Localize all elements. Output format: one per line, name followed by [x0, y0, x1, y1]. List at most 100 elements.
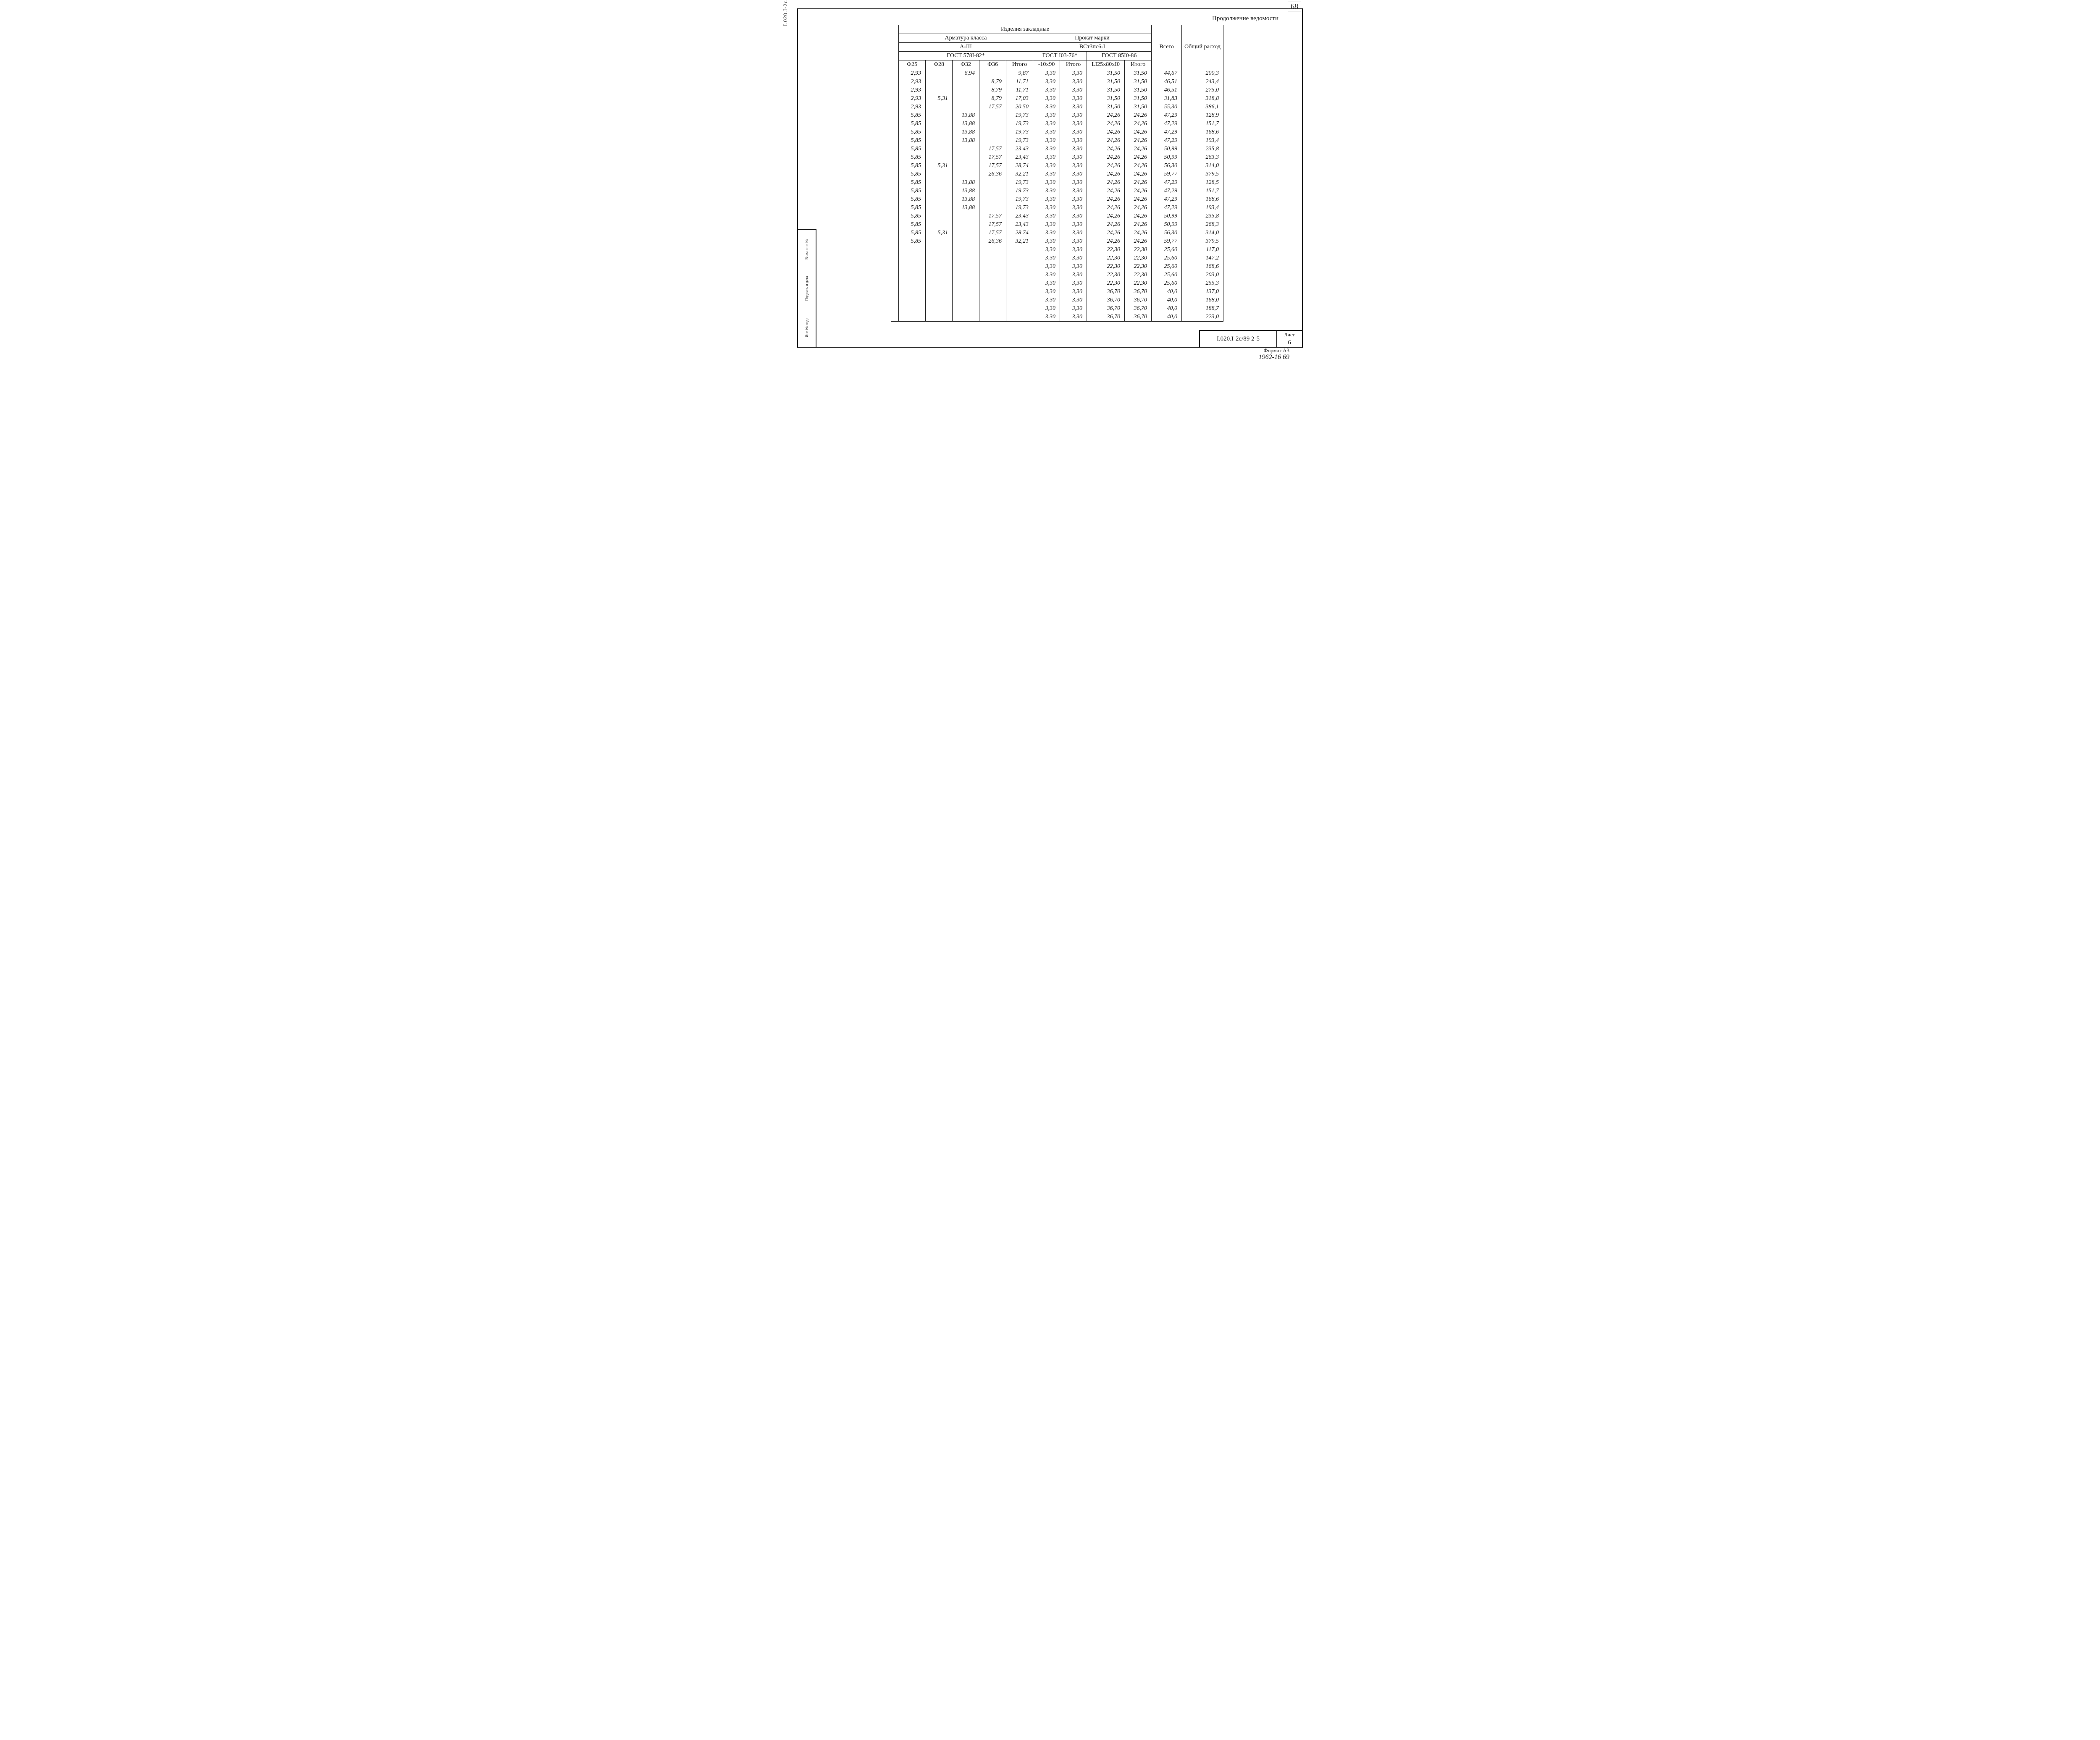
- cell-m10: 3,30: [1033, 86, 1060, 94]
- cell-d25: 5,85: [899, 212, 926, 220]
- cell-it2: 3,30: [1060, 178, 1087, 187]
- lead-cell: [891, 246, 899, 254]
- cell-vs: 47,29: [1152, 120, 1182, 128]
- cell-l125: 22,30: [1087, 279, 1125, 288]
- cell-d32: [953, 254, 979, 262]
- cell-d25: 5,85: [899, 128, 926, 136]
- footer-format: Формат А3: [1259, 348, 1289, 354]
- table-row: 5,8513,8819,733,303,3024,2624,2647,29168…: [891, 128, 1223, 136]
- cell-d32: [953, 162, 979, 170]
- cell-m10: 3,30: [1033, 220, 1060, 229]
- cell-ras: 263,3: [1182, 153, 1223, 162]
- col-vsego: Всего: [1152, 25, 1182, 69]
- cell-m10: 3,30: [1033, 212, 1060, 220]
- cell-d32: [953, 103, 979, 111]
- cell-d28: [926, 296, 953, 304]
- cell-d32: 13,88: [953, 178, 979, 187]
- cell-it3: 24,26: [1125, 212, 1152, 220]
- lead-cell: [891, 304, 899, 313]
- cell-d36: [979, 111, 1006, 120]
- cell-m10: 3,30: [1033, 313, 1060, 322]
- cell-it3: 22,30: [1125, 246, 1152, 254]
- lead-cell: [891, 178, 899, 187]
- cell-it2: 3,30: [1060, 120, 1087, 128]
- cell-m10: 3,30: [1033, 128, 1060, 136]
- cell-l125: 24,26: [1087, 170, 1125, 178]
- cell-it1: 19,73: [1006, 204, 1033, 212]
- cell-m10: 3,30: [1033, 246, 1060, 254]
- cell-it1: [1006, 296, 1033, 304]
- cell-d25: 5,85: [899, 195, 926, 204]
- col-d28: Ф28: [926, 60, 953, 69]
- cell-d32: 13,88: [953, 195, 979, 204]
- cell-m10: 3,30: [1033, 145, 1060, 153]
- scan-page: 68 I.020.I-2с/89 В. 2-5 Взам. инв №Подпи…: [790, 0, 1310, 352]
- cell-l125: 36,70: [1087, 313, 1125, 322]
- cell-d32: [953, 313, 979, 322]
- cell-l125: 24,26: [1087, 178, 1125, 187]
- cell-d36: [979, 304, 1006, 313]
- cell-ras: 168,6: [1182, 128, 1223, 136]
- cell-it2: 3,30: [1060, 162, 1087, 170]
- cell-l125: 24,26: [1087, 111, 1125, 120]
- table-row: 5,8513,8819,733,303,3024,2624,2647,29128…: [891, 111, 1223, 120]
- cell-m10: 3,30: [1033, 120, 1060, 128]
- cell-it2: 3,30: [1060, 128, 1087, 136]
- cell-d32: [953, 94, 979, 103]
- cell-l125: 22,30: [1087, 246, 1125, 254]
- cell-it2: 3,30: [1060, 271, 1087, 279]
- cell-m10: 3,30: [1033, 271, 1060, 279]
- cell-d28: [926, 86, 953, 94]
- cell-d25: 5,85: [899, 204, 926, 212]
- cell-d36: 17,57: [979, 220, 1006, 229]
- cell-d32: [953, 296, 979, 304]
- cell-vs: 25,60: [1152, 262, 1182, 271]
- table-head: Изделия закладные Всего Общий расход Арм…: [891, 25, 1223, 69]
- table-row: 3,303,3022,3022,3025,60203,0: [891, 271, 1223, 279]
- cell-l125: 31,50: [1087, 78, 1125, 86]
- cell-it2: 3,30: [1060, 254, 1087, 262]
- cell-it1: 23,43: [1006, 145, 1033, 153]
- cell-ras: 151,7: [1182, 187, 1223, 195]
- cell-m10: 3,30: [1033, 254, 1060, 262]
- cell-l125: 24,26: [1087, 145, 1125, 153]
- cell-d36: 17,57: [979, 153, 1006, 162]
- cell-d32: [953, 86, 979, 94]
- cell-d32: 13,88: [953, 204, 979, 212]
- cell-d28: 5,31: [926, 94, 953, 103]
- cell-d36: [979, 120, 1006, 128]
- cell-it3: 24,26: [1125, 120, 1152, 128]
- cell-it2: 3,30: [1060, 78, 1087, 86]
- cell-d28: [926, 254, 953, 262]
- cell-d28: 5,31: [926, 162, 953, 170]
- cell-it1: 11,71: [1006, 86, 1033, 94]
- prokat-group: Прокат марки: [1033, 34, 1152, 43]
- cell-vs: 59,77: [1152, 170, 1182, 178]
- cell-d32: [953, 271, 979, 279]
- cell-l125: 24,26: [1087, 153, 1125, 162]
- cell-d36: 17,57: [979, 229, 1006, 237]
- cell-d28: [926, 170, 953, 178]
- cell-d25: 2,93: [899, 103, 926, 111]
- cell-d36: [979, 279, 1006, 288]
- sheet-label: Лист: [1277, 331, 1302, 339]
- cell-vs: 47,29: [1152, 111, 1182, 120]
- cell-vs: 55,30: [1152, 103, 1182, 111]
- cell-d36: 17,57: [979, 145, 1006, 153]
- cell-vs: 50,99: [1152, 220, 1182, 229]
- cell-vs: 50,99: [1152, 212, 1182, 220]
- cell-d28: [926, 288, 953, 296]
- cell-ras: 151,7: [1182, 120, 1223, 128]
- cell-d25: 5,85: [899, 153, 926, 162]
- cell-m10: 3,30: [1033, 136, 1060, 145]
- cell-d32: 13,88: [953, 111, 979, 120]
- col-d36: Ф36: [979, 60, 1006, 69]
- sheet-number: 6: [1277, 339, 1302, 347]
- table-row: 5,8517,5723,433,303,3024,2624,2650,99268…: [891, 220, 1223, 229]
- cell-vs: 31,83: [1152, 94, 1182, 103]
- cell-d28: [926, 178, 953, 187]
- cell-it3: 24,26: [1125, 153, 1152, 162]
- cell-it3: 31,50: [1125, 103, 1152, 111]
- cell-ras: 314,0: [1182, 162, 1223, 170]
- cell-vs: 40,0: [1152, 304, 1182, 313]
